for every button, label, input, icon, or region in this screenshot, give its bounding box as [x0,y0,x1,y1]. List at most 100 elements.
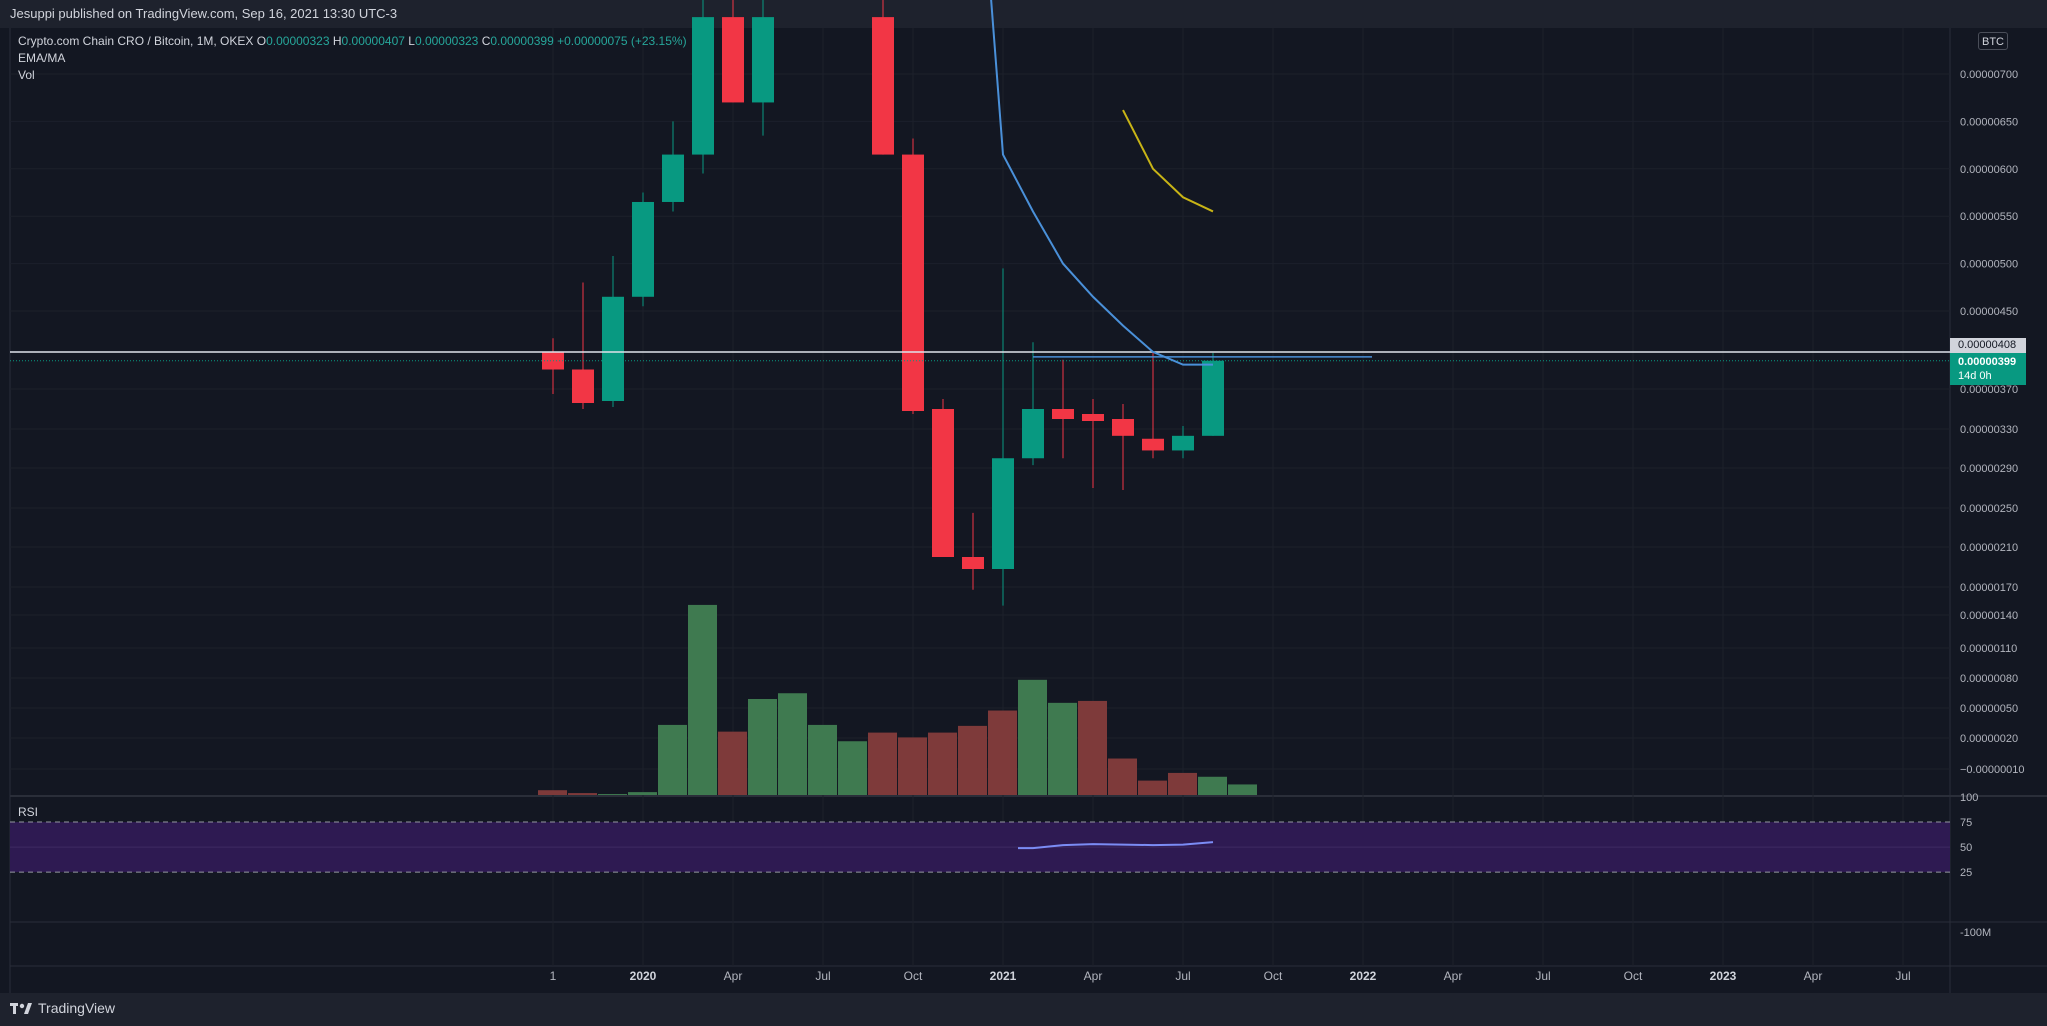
volume-bar [1048,702,1077,795]
time-tick-label: 1 [550,969,557,983]
rsi-tick-label: 100 [1960,792,1978,804]
volume-bar [748,699,777,795]
time-tick-label: 2021 [990,969,1017,983]
time-tick-label: 2023 [1710,969,1737,983]
rsi-legend[interactable]: RSI [18,805,39,819]
price-tick-label: 0.00000700 [1960,69,2018,81]
candle-body [1142,438,1164,451]
footer-bar: TradingView [0,993,2047,1026]
volume-bar [1228,784,1257,795]
publish-info: Jesuppi published on TradingView.com, Se… [0,0,2047,28]
volume-bar [1168,772,1197,795]
rsi-line [1018,841,1214,850]
price-tick-label: 0.00000550 [1960,211,2018,223]
time-tick-label: Oct [904,969,923,983]
price-tick-label: 0.00000080 [1960,673,2018,685]
volume-bar [1198,776,1227,795]
currency-badge[interactable]: BTC [1978,32,2008,50]
volume-bar [928,732,957,795]
volume-bar [778,693,807,795]
candle-body [1052,409,1074,419]
ema-line [990,0,1213,366]
high-label: H [332,34,342,48]
volume-bar [718,731,747,795]
time-tick-label: Jul [1895,969,1910,983]
volume-bar [1108,758,1137,795]
candle-body [632,201,654,297]
ema-ma-legend[interactable]: EMA/MA [18,51,66,65]
candle-body [1022,409,1044,459]
rsi-tick-label: 25 [1960,867,1972,879]
volume-bar [868,732,897,795]
price-tick-label: 0.00000450 [1960,306,2018,318]
low-value: 0.00000323 [414,34,479,48]
change-value: +0.00000075 (+23.15%) [557,34,687,48]
time-tick-label: 2022 [1350,969,1377,983]
ma-line [1122,109,1214,213]
price-tick-label: 0.00000500 [1960,259,2018,271]
candle-body [1112,419,1134,436]
candle-body [722,17,744,103]
price-tick-label: 0.00000020 [1960,733,2018,745]
candle-body [1202,360,1224,436]
candle-body [602,296,624,401]
volume-bar [1138,780,1167,795]
volume-bar [838,741,867,795]
lower-axis-label: -100M [1960,927,1991,939]
volume-legend[interactable]: Vol [18,68,35,82]
price-tick-label: −0.00000010 [1960,764,2025,776]
volume-bar [988,710,1017,795]
volume-bar [808,724,837,795]
price-tick-label: 0.00000250 [1960,503,2018,515]
candle-body [992,458,1014,569]
volume-bar [1018,679,1047,795]
time-tick-label: Apr [1804,969,1823,983]
candle-body [932,409,954,557]
price-tick-label: 0.00000140 [1960,610,2018,622]
candle-body [692,17,714,155]
time-tick-label: Oct [1624,969,1643,983]
high-value: 0.00000407 [341,34,405,48]
time-tick-label: Apr [1444,969,1463,983]
volume-bar [658,724,687,795]
candle-body [752,17,774,103]
tradingview-icon [10,1001,32,1015]
last-price-label: 0.00000399 14d 0h [1950,353,2026,385]
horizontal-level-label: 0.00000408 [1950,338,2026,353]
time-tick-label: Apr [1084,969,1103,983]
price-tick-label: 0.00000110 [1960,643,2017,655]
price-tick-label: 0.00000210 [1960,542,2018,554]
candle-body [662,154,684,202]
volume-bar [898,737,927,795]
bar-countdown: 14d 0h [1958,370,1992,382]
volume-bar [628,792,657,795]
open-value: 0.00000323 [266,34,330,48]
price-tick-label: 0.00000330 [1960,424,2018,436]
symbol-legend[interactable]: Crypto.com Chain CRO / Bitcoin, 1M, OKEX… [18,34,687,48]
candle-body [872,17,894,155]
time-tick-label: Oct [1264,969,1283,983]
time-tick-label: Jul [815,969,830,983]
volume-bar [688,604,717,795]
rsi-tick-label: 75 [1960,817,1972,829]
candle-body [1172,435,1194,451]
price-tick-label: 0.00000290 [1960,463,2018,475]
tradingview-brand: TradingView [38,1000,116,1016]
candle-body [962,557,984,569]
volume-bar [598,794,627,795]
tradingview-logo[interactable]: TradingView [10,1000,115,1016]
volume-bar [568,793,597,795]
price-tick-label: 0.00000370 [1960,384,2018,396]
candle-body [572,369,594,403]
price-tick-label: 0.00000650 [1960,116,2018,128]
close-value: 0.00000399 [490,34,554,48]
volume-bar [1078,700,1107,795]
low-label: L [408,34,415,48]
price-tick-label: 0.00000170 [1960,582,2018,594]
time-tick-label: Apr [724,969,743,983]
time-tick-label: Jul [1535,969,1550,983]
price-tick-label: 0.00000050 [1960,703,2018,715]
candle-body [1082,414,1104,421]
volume-bar [958,725,987,795]
